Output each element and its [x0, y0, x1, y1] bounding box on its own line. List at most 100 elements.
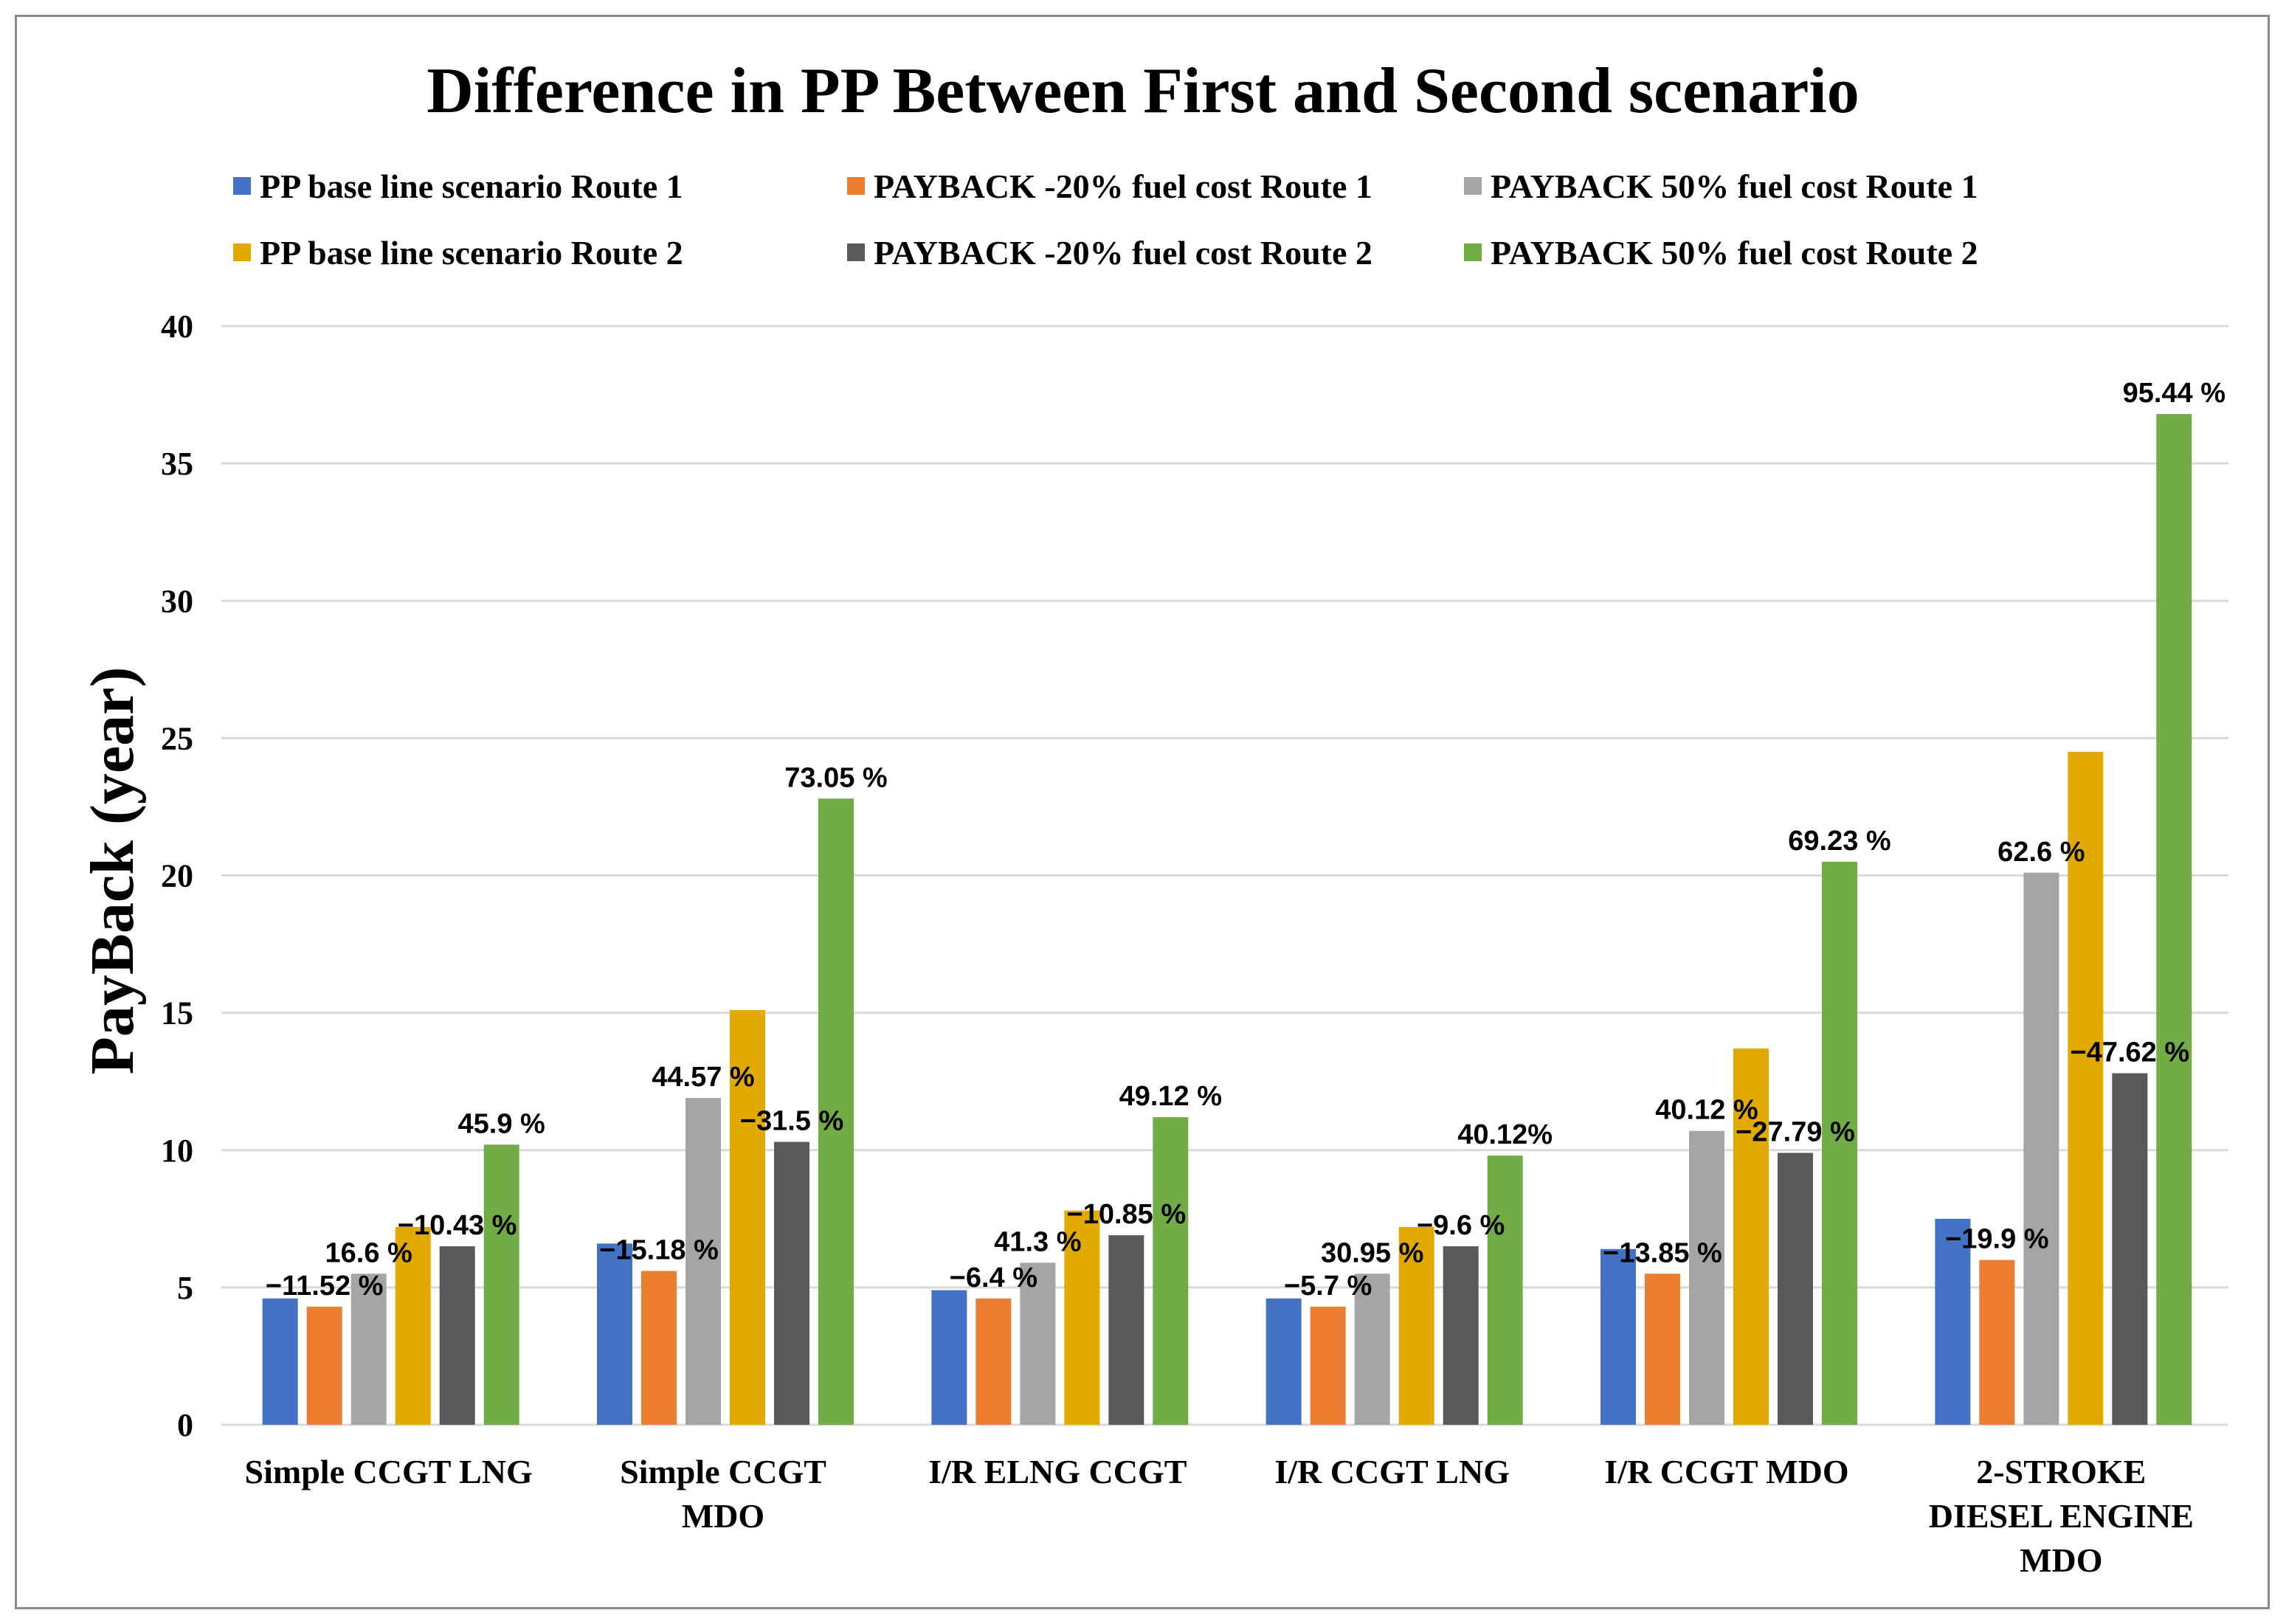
data-label: 45.9 % [458, 1108, 545, 1139]
data-label: 40.12% [1457, 1119, 1553, 1150]
y-tick-label: 25 [161, 720, 193, 756]
legend-label: PAYBACK 50% fuel cost Route 1 [1491, 167, 1978, 205]
bar [1822, 861, 1857, 1425]
data-label: −6.4 % [950, 1262, 1037, 1293]
y-tick-label: 5 [177, 1270, 193, 1306]
legend-label: PP base line scenario Route 2 [260, 234, 683, 272]
x-tick-label: 2-STROKE DIESEL ENGINE MDO [1929, 1453, 2194, 1579]
bar [1778, 1153, 1813, 1425]
data-label: −10.43 % [398, 1210, 517, 1241]
bar [351, 1274, 387, 1425]
legend-swatch [233, 177, 251, 195]
data-label: 41.3 % [994, 1226, 1081, 1257]
x-tick-line: Simple CCGT LNG [245, 1453, 533, 1490]
data-label: 69.23 % [1788, 826, 1890, 857]
data-label: −31.5 % [740, 1106, 844, 1137]
x-tick-label: I/R ELNG CCGT [928, 1453, 1187, 1490]
data-label: 49.12 % [1119, 1081, 1222, 1112]
bar [2156, 414, 2192, 1425]
bar [1153, 1117, 1189, 1425]
data-label: −5.7 % [1284, 1271, 1372, 1302]
bar [1645, 1274, 1680, 1425]
legend-swatch [847, 243, 865, 261]
bar [2068, 751, 2104, 1425]
bar [1689, 1130, 1724, 1425]
data-label: 30.95 % [1321, 1237, 1423, 1268]
bar [1935, 1218, 1971, 1425]
data-label: −9.6 % [1417, 1210, 1505, 1241]
y-tick-label: 15 [161, 995, 193, 1032]
bar [439, 1246, 475, 1425]
legend-item: PP base line scenario Route 1 [233, 167, 683, 205]
bar [306, 1306, 342, 1425]
x-tick-label: I/R CCGT MDO [1604, 1453, 1848, 1490]
chart-legend: PP base line scenario Route 1 PAYBACK -20… [233, 167, 1978, 272]
bar [1310, 1306, 1346, 1425]
data-label: −15.18 % [599, 1235, 719, 1266]
bar [730, 1009, 765, 1425]
x-tick-line: I/R CCGT LNG [1274, 1453, 1510, 1490]
y-tick-label: 40 [161, 308, 193, 345]
x-tick-line: MDO [682, 1497, 764, 1535]
legend-swatch [1464, 177, 1482, 195]
data-label: −27.79 % [1736, 1116, 1855, 1147]
y-axis-ticks: 0 5 10 15 20 25 30 35 40 [161, 308, 193, 1443]
data-label: 40.12 % [1655, 1095, 1758, 1126]
x-tick-line: I/R CCGT MDO [1604, 1453, 1848, 1490]
gridlines [221, 325, 2228, 1426]
bar [686, 1098, 721, 1425]
data-label: 73.05 % [784, 762, 887, 793]
y-tick-label: 35 [161, 446, 193, 482]
bar [395, 1226, 431, 1425]
x-axis-ticks: Simple CCGT LNG Simple CCGT MDO I/R ELNG CC… [245, 1453, 2194, 1579]
y-axis-label: PayBack (year) [78, 667, 147, 1075]
legend-swatch [1464, 243, 1482, 261]
x-tick-line: Simple CCGT [620, 1453, 826, 1490]
data-label: −13.85 % [1603, 1237, 1722, 1268]
legend-swatch [847, 177, 865, 195]
x-tick-line: MDO [2020, 1541, 2102, 1579]
bar [262, 1298, 298, 1425]
data-label: 95.44 % [2123, 378, 2225, 409]
bar [1979, 1260, 2015, 1425]
bar [818, 798, 854, 1425]
legend-swatch [233, 243, 251, 261]
legend-item: PP base line scenario Route 2 [233, 234, 683, 272]
bar [1487, 1155, 1523, 1425]
legend-item: PAYBACK -20% fuel cost Route 1 [847, 167, 1372, 205]
bar [597, 1243, 632, 1425]
x-tick-line: DIESEL ENGINE [1929, 1497, 2194, 1535]
legend-item: PAYBACK 50% fuel cost Route 2 [1464, 234, 1978, 272]
x-tick-label: Simple CCGT MDO [620, 1453, 826, 1535]
legend-item: PAYBACK 50% fuel cost Route 1 [1464, 167, 1978, 205]
bar [1265, 1298, 1302, 1425]
bar [774, 1141, 809, 1425]
bar [975, 1298, 1012, 1425]
data-label: −19.9 % [1945, 1224, 2049, 1255]
data-label: −10.85 % [1067, 1199, 1187, 1230]
legend-label: PAYBACK 50% fuel cost Route 2 [1491, 234, 1978, 272]
bar [1398, 1226, 1434, 1425]
data-label: −47.62 % [2071, 1037, 2190, 1068]
bar [1733, 1048, 1769, 1425]
y-tick-label: 20 [161, 858, 193, 894]
bar [1600, 1248, 1636, 1425]
data-label: −11.52 % [266, 1271, 384, 1302]
data-label: 16.6 % [325, 1237, 412, 1268]
bar [2023, 872, 2059, 1425]
x-tick-label: Simple CCGT LNG [245, 1453, 533, 1490]
legend-item: PAYBACK -20% fuel cost Route 2 [847, 234, 1372, 272]
data-label: 44.57 % [652, 1062, 754, 1093]
bar [2112, 1073, 2148, 1425]
bar [1108, 1235, 1144, 1425]
legend-label: PAYBACK -20% fuel cost Route 2 [874, 234, 1372, 272]
legend-label: PP base line scenario Route 1 [260, 167, 683, 205]
bar-series [262, 414, 2192, 1425]
bar [931, 1290, 967, 1425]
bar [1064, 1210, 1100, 1425]
y-tick-label: 0 [177, 1407, 193, 1443]
data-label: 62.6 % [1997, 837, 2085, 868]
bar [1354, 1274, 1390, 1425]
x-tick-label: I/R CCGT LNG [1274, 1453, 1510, 1490]
